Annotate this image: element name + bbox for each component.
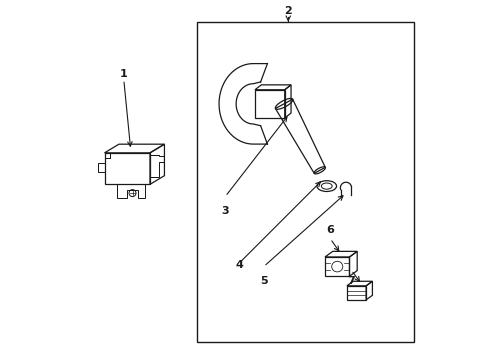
Bar — [197, 22, 413, 342]
Text: 1: 1 — [120, 69, 127, 79]
Text: 3: 3 — [221, 206, 228, 216]
Text: 4: 4 — [235, 260, 243, 270]
Text: 2: 2 — [284, 6, 291, 16]
Text: 7: 7 — [346, 276, 354, 285]
Text: 5: 5 — [260, 276, 267, 285]
Text: 6: 6 — [325, 225, 333, 235]
